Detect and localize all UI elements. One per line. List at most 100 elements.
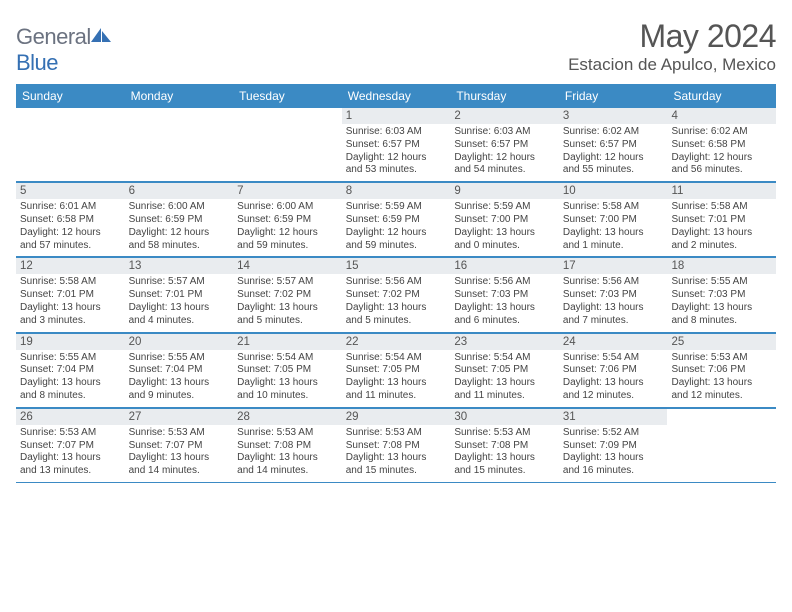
day-details: Sunrise: 5:59 AMSunset: 6:59 PMDaylight:… [342,199,451,256]
day-number: 27 [125,409,234,425]
day-d1: Daylight: 13 hours [237,452,338,465]
day-cell: 24Sunrise: 5:54 AMSunset: 7:06 PMDayligh… [559,334,668,407]
day-details: Sunrise: 5:53 AMSunset: 7:06 PMDaylight:… [667,350,776,407]
day-details: Sunrise: 5:52 AMSunset: 7:09 PMDaylight:… [559,425,668,482]
day-number [125,108,234,124]
day-number: 19 [16,334,125,350]
day-ss: Sunset: 6:59 PM [346,214,447,227]
day-d1: Daylight: 13 hours [454,227,555,240]
day-number: 14 [233,258,342,274]
day-number: 3 [559,108,668,124]
day-details: Sunrise: 5:53 AMSunset: 7:07 PMDaylight:… [16,425,125,482]
day-d2: and 11 minutes. [346,390,447,403]
brand-logo: GeneralBlue [16,18,111,76]
day-d1: Daylight: 13 hours [671,302,772,315]
day-d1: Daylight: 13 hours [671,377,772,390]
day-number: 29 [342,409,451,425]
day-number: 5 [16,183,125,199]
day-number: 1 [342,108,451,124]
day-sr: Sunrise: 6:02 AM [671,126,772,139]
day-sr: Sunrise: 5:55 AM [20,352,121,365]
day-details: Sunrise: 6:00 AMSunset: 6:59 PMDaylight:… [233,199,342,256]
day-ss: Sunset: 7:01 PM [129,289,230,302]
day-d2: and 15 minutes. [454,465,555,478]
day-ss: Sunset: 7:04 PM [129,364,230,377]
day-cell: 31Sunrise: 5:52 AMSunset: 7:09 PMDayligh… [559,409,668,482]
day-cell: 22Sunrise: 5:54 AMSunset: 7:05 PMDayligh… [342,334,451,407]
day-d2: and 5 minutes. [346,315,447,328]
day-sr: Sunrise: 6:02 AM [563,126,664,139]
day-cell: 8Sunrise: 5:59 AMSunset: 6:59 PMDaylight… [342,183,451,256]
day-ss: Sunset: 6:59 PM [129,214,230,227]
day-d1: Daylight: 13 hours [454,452,555,465]
day-d1: Daylight: 13 hours [20,377,121,390]
day-cell: 15Sunrise: 5:56 AMSunset: 7:02 PMDayligh… [342,258,451,331]
day-d2: and 14 minutes. [237,465,338,478]
day-number [233,108,342,124]
day-number: 15 [342,258,451,274]
day-d2: and 12 minutes. [671,390,772,403]
day-sr: Sunrise: 5:56 AM [454,276,555,289]
day-sr: Sunrise: 5:58 AM [20,276,121,289]
day-ss: Sunset: 7:07 PM [20,440,121,453]
day-sr: Sunrise: 5:53 AM [346,427,447,440]
day-sr: Sunrise: 6:01 AM [20,201,121,214]
day-d2: and 5 minutes. [237,315,338,328]
day-number: 30 [450,409,559,425]
brand-part2: Blue [16,50,58,75]
day-sr: Sunrise: 5:52 AM [563,427,664,440]
day-ss: Sunset: 6:59 PM [237,214,338,227]
day-cell: 4Sunrise: 6:02 AMSunset: 6:58 PMDaylight… [667,108,776,181]
day-ss: Sunset: 7:08 PM [454,440,555,453]
day-details: Sunrise: 5:57 AMSunset: 7:01 PMDaylight:… [125,274,234,331]
day-sr: Sunrise: 5:54 AM [346,352,447,365]
day-cell: 9Sunrise: 5:59 AMSunset: 7:00 PMDaylight… [450,183,559,256]
day-details: Sunrise: 5:56 AMSunset: 7:03 PMDaylight:… [559,274,668,331]
day-d2: and 58 minutes. [129,240,230,253]
day-sr: Sunrise: 5:54 AM [454,352,555,365]
week-row: 1Sunrise: 6:03 AMSunset: 6:57 PMDaylight… [16,108,776,183]
day-ss: Sunset: 7:02 PM [237,289,338,302]
day-d2: and 11 minutes. [454,390,555,403]
day-of-week-header: Sunday Monday Tuesday Wednesday Thursday… [16,84,776,108]
day-cell [16,108,125,181]
day-details [667,425,776,473]
day-number: 9 [450,183,559,199]
day-ss: Sunset: 6:58 PM [671,139,772,152]
brand-part1: General [16,24,91,49]
day-ss: Sunset: 7:05 PM [346,364,447,377]
day-d1: Daylight: 13 hours [563,377,664,390]
day-cell: 16Sunrise: 5:56 AMSunset: 7:03 PMDayligh… [450,258,559,331]
day-details: Sunrise: 6:02 AMSunset: 6:58 PMDaylight:… [667,124,776,181]
week-row: 5Sunrise: 6:01 AMSunset: 6:58 PMDaylight… [16,183,776,258]
day-d1: Daylight: 13 hours [563,227,664,240]
day-sr: Sunrise: 5:57 AM [129,276,230,289]
day-cell: 23Sunrise: 5:54 AMSunset: 7:05 PMDayligh… [450,334,559,407]
calendar-grid: Sunday Monday Tuesday Wednesday Thursday… [16,84,776,483]
day-details: Sunrise: 5:54 AMSunset: 7:05 PMDaylight:… [233,350,342,407]
day-d1: Daylight: 12 hours [346,227,447,240]
day-sr: Sunrise: 6:00 AM [129,201,230,214]
day-d1: Daylight: 13 hours [237,302,338,315]
day-ss: Sunset: 7:01 PM [20,289,121,302]
day-cell: 17Sunrise: 5:56 AMSunset: 7:03 PMDayligh… [559,258,668,331]
day-details [16,124,125,172]
calendar-page: GeneralBlue May 2024 Estacion de Apulco,… [0,0,792,495]
day-number: 24 [559,334,668,350]
day-details: Sunrise: 6:02 AMSunset: 6:57 PMDaylight:… [559,124,668,181]
day-d2: and 55 minutes. [563,164,664,177]
day-number: 26 [16,409,125,425]
day-number: 6 [125,183,234,199]
day-cell: 10Sunrise: 5:58 AMSunset: 7:00 PMDayligh… [559,183,668,256]
day-number: 2 [450,108,559,124]
day-d2: and 8 minutes. [671,315,772,328]
day-d1: Daylight: 13 hours [237,377,338,390]
dow-monday: Monday [125,84,234,108]
day-d2: and 12 minutes. [563,390,664,403]
day-d2: and 3 minutes. [20,315,121,328]
day-sr: Sunrise: 5:54 AM [237,352,338,365]
day-cell: 7Sunrise: 6:00 AMSunset: 6:59 PMDaylight… [233,183,342,256]
day-details: Sunrise: 5:55 AMSunset: 7:03 PMDaylight:… [667,274,776,331]
day-sr: Sunrise: 5:53 AM [20,427,121,440]
day-cell: 1Sunrise: 6:03 AMSunset: 6:57 PMDaylight… [342,108,451,181]
